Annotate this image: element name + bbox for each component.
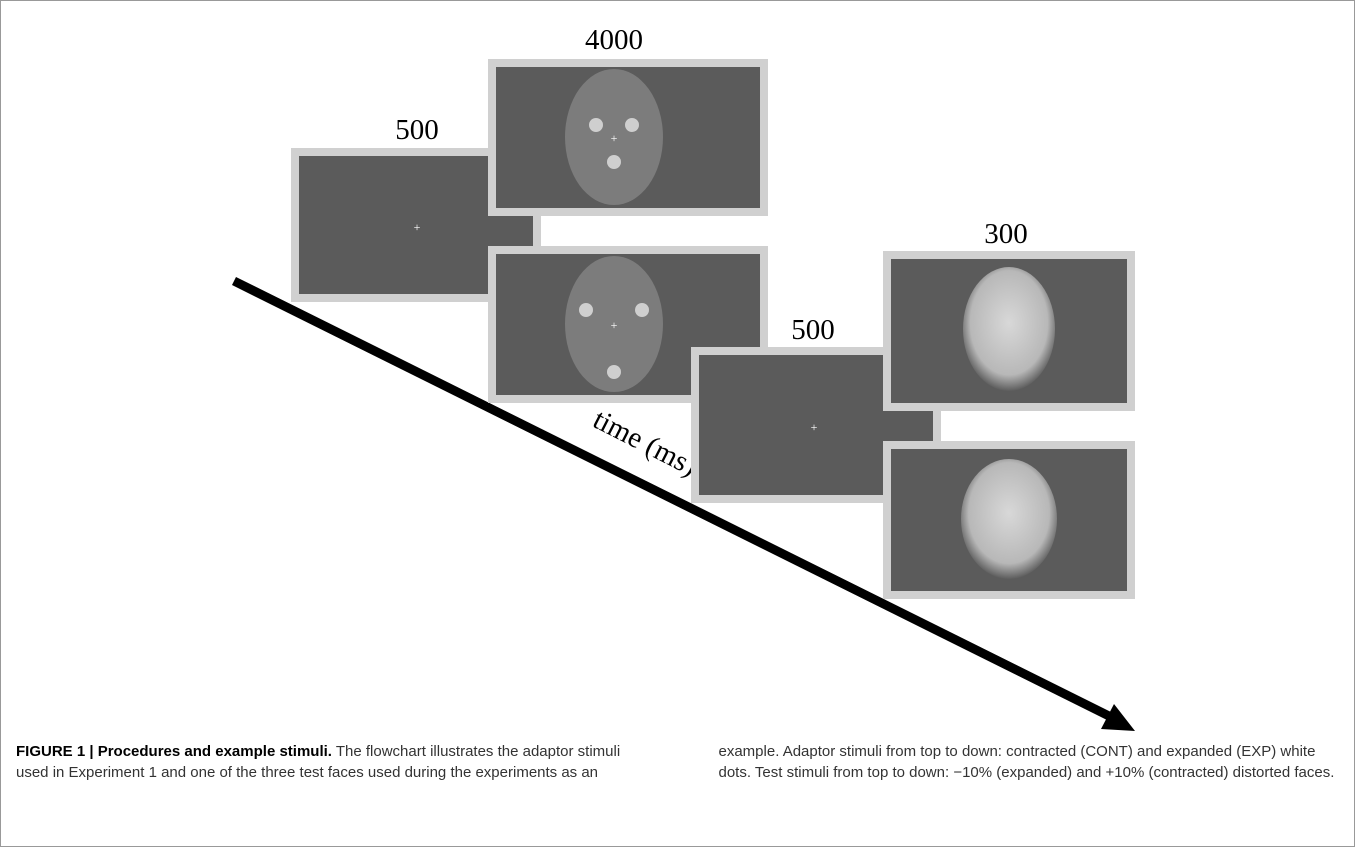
- axis-label: time (ms): [588, 403, 702, 482]
- caption: FIGURE 1 | Procedures and example stimul…: [16, 741, 1341, 783]
- svg-text:+: +: [611, 318, 618, 332]
- caption-label: FIGURE 1 | Procedures and example stimul…: [16, 743, 332, 760]
- duration-label: 300: [984, 218, 1028, 250]
- diagram: time (ms) + 500 + 4000 + + 500 300: [1, 1, 1354, 741]
- svg-text:+: +: [414, 220, 421, 234]
- adaptor-screen: +: [488, 59, 768, 216]
- svg-text:+: +: [611, 131, 618, 145]
- duration-label: 4000: [585, 24, 643, 56]
- test-screen: [883, 251, 1135, 411]
- figure: time (ms) + 500 + 4000 + + 500 300: [0, 0, 1355, 847]
- duration-label: 500: [395, 114, 439, 146]
- svg-text:+: +: [811, 420, 818, 434]
- test-screen: [883, 441, 1135, 599]
- duration-label: 500: [791, 314, 835, 346]
